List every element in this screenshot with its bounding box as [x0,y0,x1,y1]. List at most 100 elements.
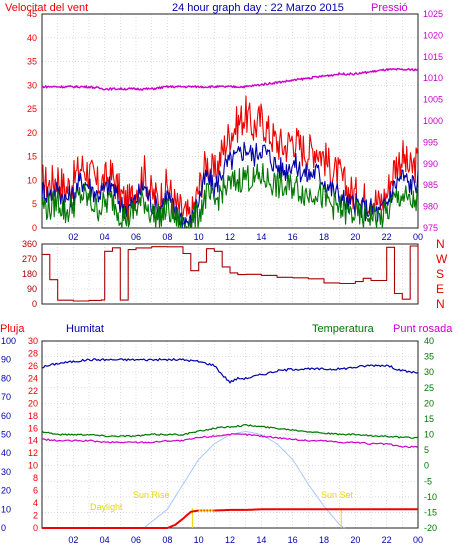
humidity-y-tick-label: 40 [1,448,11,458]
wind-x-tick-label: 12 [225,232,235,242]
rain-y-tick-label: 16 [28,423,38,433]
wind-y-tick-label: 30 [27,80,37,90]
compass-label: N [436,297,445,311]
rain-y-tick-label: 28 [28,348,38,358]
series-solar-line [143,430,345,529]
wind-x-tick-label: 10 [194,232,204,242]
wind-y-tick-label: 20 [27,128,37,138]
compass-label: E [436,282,444,296]
direction-y-tick-label: 0 [32,299,37,309]
humidity-y-tick-label: 90 [1,355,11,365]
wind-y-tick-label: 45 [27,9,37,19]
rain-y-tick-label: 6 [33,486,38,496]
wind-x-tick-label: 00 [413,232,423,242]
temperature-y-tick-label: -20 [424,523,437,533]
series-humidity-line [41,358,419,384]
hum-x-tick-label: 10 [194,535,204,545]
series-temperature-line [41,424,419,439]
hum-x-tick-label: 12 [225,535,235,545]
humidity-y-tick-label: 30 [1,467,11,477]
pressure-y-tick-label: 975 [423,223,438,233]
wind-x-tick-label: 20 [350,232,360,242]
temperature-y-tick-label: 30 [424,367,434,377]
hum-x-tick-label: 18 [319,535,329,545]
pressure-label: Pressió [371,2,408,14]
rain-y-tick-label: 26 [28,361,38,371]
series-pressure-line [41,67,419,91]
direction-y-tick-label: 360 [22,239,37,249]
wind-y-tick-label: 5 [32,199,37,209]
hum-x-tick-label: 22 [382,535,392,545]
rain-y-tick-label: 22 [28,386,38,396]
hum-x-tick-label: 04 [100,535,110,545]
hum-x-tick-label: 02 [68,535,78,545]
temperature-y-tick-label: -10 [424,492,437,502]
wind-y-tick-label: 0 [32,223,37,233]
rain-y-tick-label: 24 [28,373,38,383]
wind-y-tick-label: 15 [27,152,37,162]
direction-y-tick-label: 180 [22,269,37,279]
direction-y-tick-label: 90 [27,284,37,294]
temperature-y-tick-label: 0 [424,461,429,471]
humidity-y-tick-label: 100 [1,336,16,346]
humidity-y-tick-label: 10 [1,504,11,514]
sunrise-annotation: Sun Rise [133,490,170,500]
hum-x-tick-label: 06 [131,535,141,545]
temperature-y-tick-label: -5 [424,476,432,486]
temperature-y-tick-label: 15 [424,414,434,424]
rain-y-tick-label: 14 [28,436,38,446]
hum-x-tick-label: 00 [413,535,423,545]
humidity-y-tick-label: 80 [1,373,11,383]
compass-label: W [436,252,448,266]
rain-y-tick-label: 4 [33,498,38,508]
wind-y-tick-label: 10 [27,175,37,185]
hum-x-tick-label: 14 [256,535,266,545]
pressure-y-tick-label: 1020 [423,30,443,40]
temperature-y-tick-label: 20 [424,398,434,408]
pressure-y-tick-label: 1015 [423,52,443,62]
wind-y-tick-label: 40 [27,33,37,43]
rain-y-tick-label: 8 [33,473,38,483]
pressure-y-tick-label: 1000 [423,116,443,126]
temperature-label: Temperatura [312,323,375,335]
wind-x-tick-label: 14 [256,232,266,242]
wind-x-tick-label: 06 [131,232,141,242]
wind-x-tick-label: 18 [319,232,329,242]
pressure-y-tick-label: 1005 [423,95,443,105]
wind-x-tick-label: 04 [100,232,110,242]
humidity-y-tick-label: 20 [1,486,11,496]
temperature-y-tick-label: 40 [424,336,434,346]
series-gust-line [41,95,419,229]
rain-label: Pluja [0,323,25,335]
wind-x-tick-label: 08 [162,232,172,242]
humidity-y-tick-label: 70 [1,392,11,402]
wind-y-tick-label: 35 [27,57,37,67]
series-wind-line [41,163,419,229]
wind-x-tick-label: 22 [382,232,392,242]
wind-y-tick-label: 25 [27,104,37,114]
wind-plot-frame [41,13,419,229]
rain-y-tick-label: 30 [28,336,38,346]
temperature-y-tick-label: 10 [424,430,434,440]
compass-label: S [436,267,444,281]
hum-x-tick-label: 08 [162,535,172,545]
humidity-y-tick-label: 0 [1,523,6,533]
rain-y-tick-label: 2 [33,511,38,521]
pressure-y-tick-label: 985 [423,180,438,190]
humidity-y-tick-label: 60 [1,411,11,421]
hum-plot-frame [41,340,419,529]
graph-title: 24 hour graph day : 22 Marzo 2015 [172,2,344,14]
temperature-y-tick-label: 25 [424,383,434,393]
rain-y-tick-label: 20 [28,398,38,408]
pressure-y-tick-label: 980 [423,202,438,212]
daylight-annotation: Daylight [90,502,123,512]
pressure-y-tick-label: 1025 [423,9,443,19]
wind-speed-label: Velocitat del vent [5,2,88,14]
rain-y-tick-label: 0 [33,523,38,533]
temperature-y-tick-label: 35 [424,352,434,362]
wind-x-tick-label: 02 [68,232,78,242]
hum-x-tick-label: 16 [288,535,298,545]
